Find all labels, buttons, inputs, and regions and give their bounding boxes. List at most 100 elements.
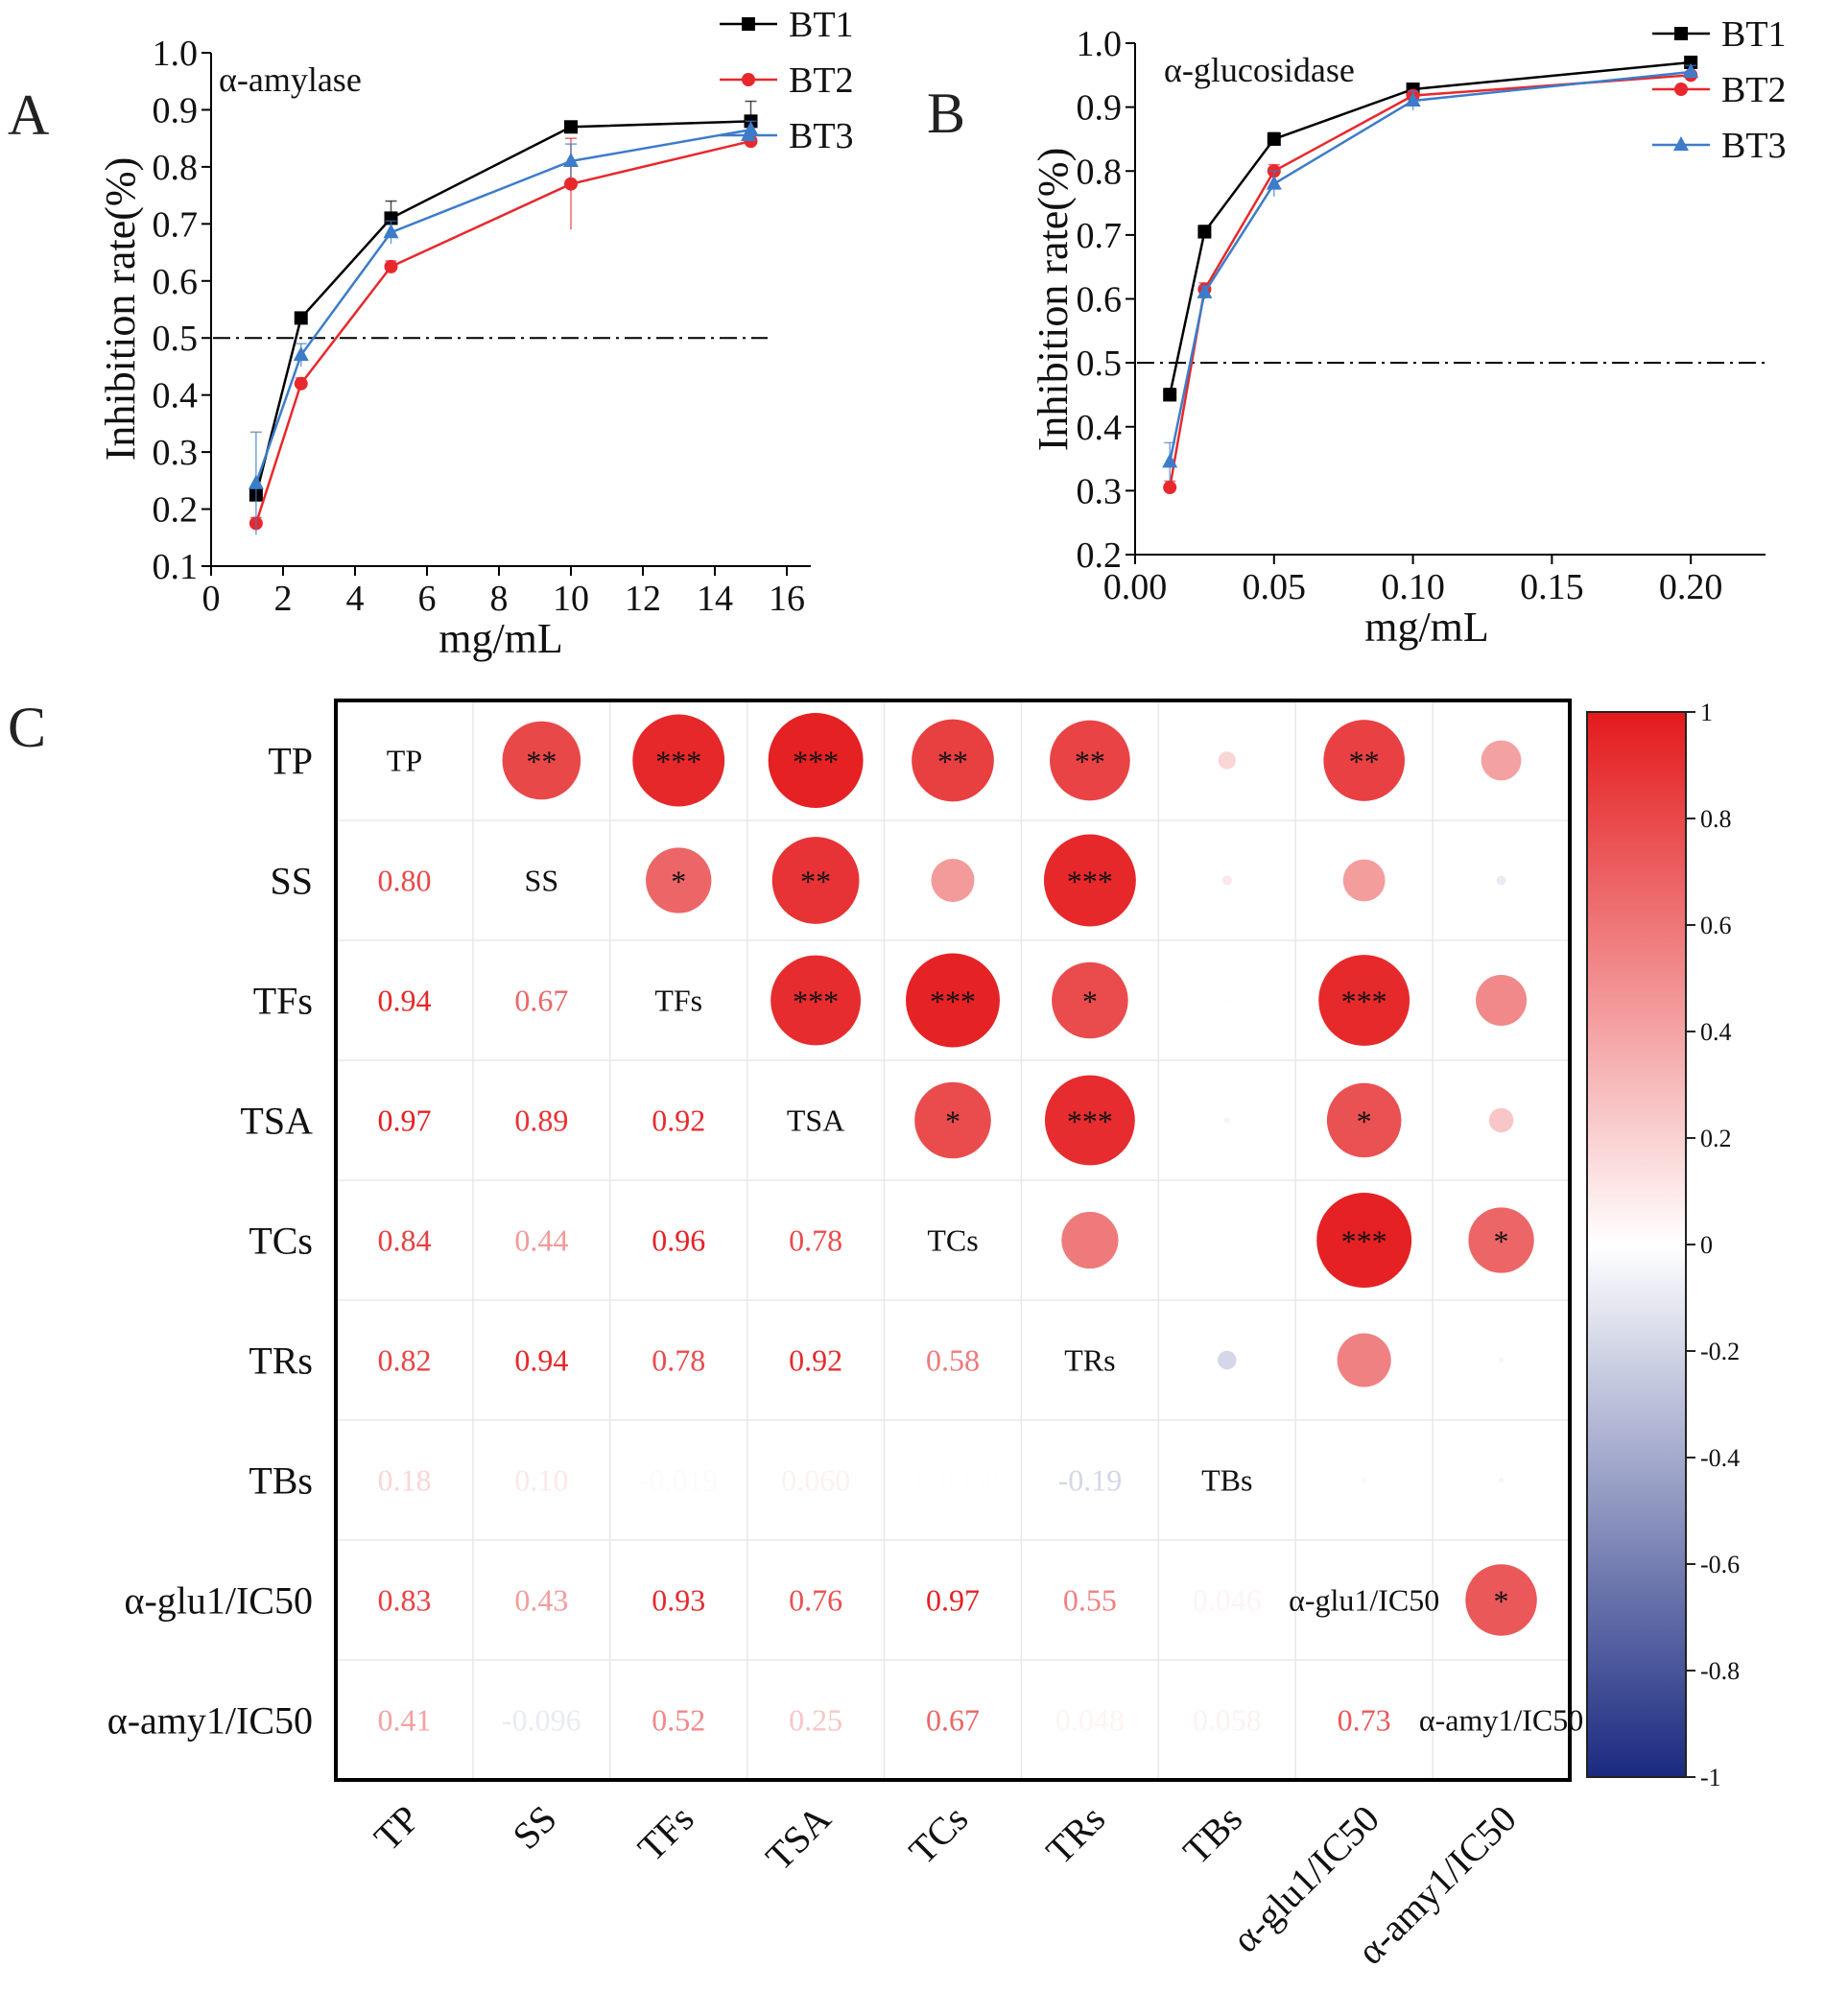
data-point bbox=[1163, 388, 1177, 402]
significance-mark: *** bbox=[1067, 1104, 1113, 1139]
y-tick-label: 0.8 bbox=[153, 148, 199, 188]
correlation-circle bbox=[1342, 859, 1386, 902]
colorbar-tick-label: -0.2 bbox=[1700, 1338, 1740, 1365]
significance-mark: ** bbox=[1075, 745, 1105, 779]
x-tick-label: 0.05 bbox=[1243, 567, 1307, 607]
significance-mark: *** bbox=[1341, 1224, 1387, 1259]
legend-a: BT1 BT2 BT3 bbox=[720, 5, 854, 156]
colorbar-tick-label: -1 bbox=[1700, 1764, 1721, 1791]
correlation-circle bbox=[1218, 751, 1236, 770]
correlation-circle bbox=[1498, 1477, 1505, 1483]
y-tick-label: 0.9 bbox=[1077, 88, 1123, 129]
x-tick-label: 0.15 bbox=[1520, 567, 1584, 607]
heatmap-grid bbox=[336, 700, 1570, 1780]
correlation-value: 0.97 bbox=[377, 1103, 431, 1138]
significance-mark: * bbox=[1082, 984, 1098, 1019]
correlation-circle bbox=[1465, 1564, 1537, 1636]
legend-label: BT2 bbox=[1721, 70, 1787, 110]
x-axis-title-b: mg/mL bbox=[1364, 604, 1489, 651]
y-tick-label: 0.8 bbox=[1077, 152, 1123, 192]
series-bt2 bbox=[249, 134, 758, 531]
colorbar-tick-label: 0.8 bbox=[1700, 805, 1732, 833]
series-line bbox=[254, 129, 751, 485]
column-label: TBs bbox=[1174, 1797, 1250, 1873]
column-label: TFs bbox=[629, 1797, 702, 1870]
data-point bbox=[1197, 225, 1212, 239]
correlation-value: 0.44 bbox=[514, 1223, 568, 1258]
correlation-value: -0.096 bbox=[502, 1703, 581, 1738]
correlation-value: 0.93 bbox=[652, 1583, 705, 1618]
x-tick-label: 6 bbox=[418, 579, 437, 619]
data-point bbox=[564, 120, 578, 134]
correlation-value: 0.046 bbox=[1193, 1583, 1262, 1618]
legend-item-bt1: BT1 bbox=[720, 5, 854, 45]
significance-mark: *** bbox=[930, 984, 976, 1019]
row-label: TCs bbox=[249, 1220, 313, 1263]
y-tick-label: 1.0 bbox=[153, 34, 199, 74]
colorbar-tick-label: -0.8 bbox=[1700, 1657, 1740, 1685]
significance-mark: * bbox=[671, 865, 686, 899]
correlation-circle bbox=[1476, 974, 1528, 1027]
correlation-value: 0.78 bbox=[652, 1343, 705, 1378]
panel-a-label: A bbox=[8, 83, 49, 147]
correlation-value: 0.94 bbox=[377, 984, 431, 1018]
correlation-circle bbox=[1221, 875, 1232, 886]
legend-label: BT1 bbox=[1721, 14, 1787, 55]
correlation-value: 0.10 bbox=[514, 1463, 568, 1498]
series-line bbox=[254, 120, 751, 496]
correlation-value: 0.52 bbox=[652, 1703, 705, 1738]
heatmap-frame bbox=[334, 699, 1572, 1782]
series-bt2 bbox=[1163, 68, 1698, 495]
x-axis-title-a: mg/mL bbox=[438, 615, 563, 662]
y-tick-label: 0.7 bbox=[1077, 216, 1123, 256]
correlation-circle bbox=[931, 859, 975, 902]
annotation-b: α-glucosidase bbox=[1164, 51, 1355, 89]
significance-mark: ** bbox=[526, 745, 557, 779]
legend-label: BT3 bbox=[1721, 126, 1787, 166]
correlation-circle bbox=[1323, 720, 1405, 801]
significance-mark: *** bbox=[1341, 984, 1387, 1019]
series-bt1 bbox=[249, 100, 758, 502]
correlation-circle bbox=[1326, 1082, 1402, 1158]
correlation-value: 0.43 bbox=[514, 1583, 568, 1618]
y-tick-label: 0.9 bbox=[153, 90, 199, 130]
diagonal-label: α-amy1/IC50 bbox=[1419, 1703, 1583, 1738]
x-tick-label: 16 bbox=[769, 579, 805, 619]
data-point bbox=[564, 177, 578, 191]
row-label: TP bbox=[268, 740, 313, 783]
correlation-value: 0.83 bbox=[377, 1583, 431, 1618]
data-point bbox=[1197, 283, 1213, 298]
x-tick-label: 2 bbox=[274, 579, 293, 619]
correlation-value: 0.92 bbox=[789, 1343, 842, 1378]
diagonal-label: α-glu1/IC50 bbox=[1289, 1583, 1439, 1618]
row-label: α-glu1/IC50 bbox=[124, 1579, 313, 1623]
panel-c-label: C bbox=[8, 696, 46, 759]
correlation-value: -0.19 bbox=[1058, 1463, 1123, 1498]
row-labels: TP SS TFs TSA TCs TRs TBs α-glu1/IC50 α-amy1/IC5… bbox=[107, 740, 313, 1743]
row-label: α-amy1/IC50 bbox=[107, 1699, 313, 1743]
correlation-value: 0.67 bbox=[926, 1703, 980, 1738]
colorbar-tick-label: 0.4 bbox=[1700, 1018, 1732, 1046]
correlation-value: 0.84 bbox=[377, 1223, 431, 1258]
significance-mark: * bbox=[1357, 1104, 1372, 1139]
legend-marker bbox=[1674, 27, 1688, 40]
correlation-value: 0.92 bbox=[652, 1103, 705, 1138]
colorbar-gradient bbox=[1586, 711, 1687, 1778]
column-label: TP bbox=[366, 1797, 428, 1860]
correlation-circle bbox=[1052, 961, 1128, 1039]
x-tick-label: 12 bbox=[625, 579, 661, 619]
legend-marker bbox=[1674, 83, 1688, 96]
series-bt1 bbox=[1163, 55, 1698, 402]
colorbar-tick-label: 0.2 bbox=[1700, 1125, 1732, 1152]
y-tick-label: 0.3 bbox=[1077, 471, 1123, 511]
series-line bbox=[254, 139, 751, 524]
column-label: TCs bbox=[900, 1797, 976, 1873]
ticks-a: 0 2 4 6 8 10 12 14 16 0.1 0.2 0.3 0.4 0.5 0.6 0.7 0.8 0.9… bbox=[153, 34, 806, 619]
correlation-circle bbox=[912, 719, 994, 802]
y-tick-label: 0.5 bbox=[1077, 344, 1123, 384]
correlation-circle bbox=[1218, 1350, 1237, 1370]
series-b bbox=[1162, 55, 1699, 495]
data-point bbox=[1163, 481, 1177, 495]
correlation-value: 0.41 bbox=[377, 1703, 431, 1738]
correlation-circle bbox=[1488, 1107, 1514, 1133]
